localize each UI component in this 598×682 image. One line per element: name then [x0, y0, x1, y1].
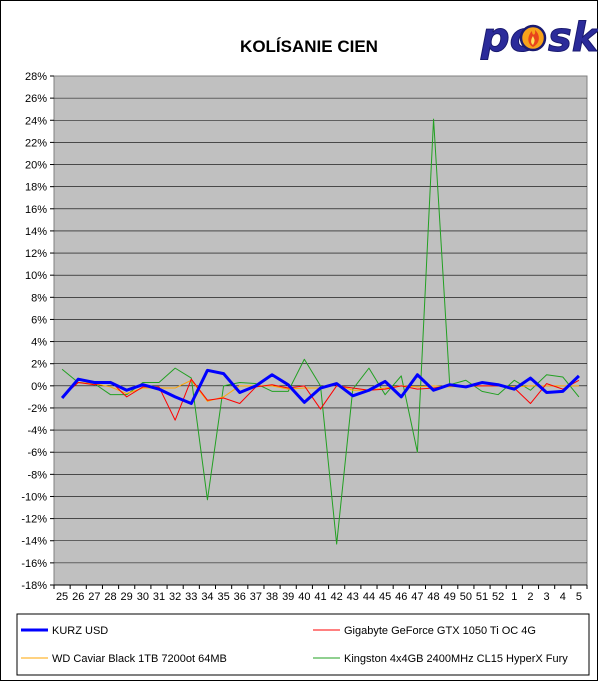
x-tick-label: 29 — [121, 591, 133, 603]
x-tick-label: 30 — [137, 591, 149, 603]
x-tick-label: 3 — [544, 591, 550, 603]
x-axis: 25 26 27 28 29 30 31 32 33 34 35 36 37 38 39 40 41 42 43 44… — [53, 584, 588, 603]
y-tick-label: 0% — [31, 381, 47, 393]
x-tick-label: 40 — [298, 591, 310, 603]
y-tick-label: 22% — [25, 137, 47, 149]
y-tick-label: -6% — [27, 447, 47, 459]
x-tick-label: 41 — [314, 591, 326, 603]
y-tick-label: 10% — [25, 270, 47, 282]
x-tick-label: 52 — [492, 591, 504, 603]
x-tick-label: 45 — [379, 591, 391, 603]
legend-label: KURZ USD — [52, 625, 108, 637]
x-tick-label: 25 — [56, 591, 68, 603]
x-tick-label: 36 — [234, 591, 246, 603]
series-line-1 — [60, 368, 580, 406]
x-tick-label: 34 — [201, 591, 213, 603]
x-tick-label: 5 — [576, 591, 582, 603]
legend-label: Gigabyte GeForce GTX 1050 Ti OC 4G — [344, 625, 536, 637]
x-tick-label: 44 — [363, 591, 375, 603]
x-tick-label: 38 — [266, 591, 278, 603]
chart-title: KOLÍSANIE CIEN — [240, 37, 378, 56]
x-tick-label: 46 — [395, 591, 407, 603]
x-tick-label: 31 — [153, 591, 165, 603]
x-tick-label: 4 — [560, 591, 566, 603]
pcosk-logo: pc sk — [480, 15, 598, 62]
y-tick-label: 26% — [25, 93, 47, 105]
x-tick-label: 42 — [331, 591, 343, 603]
y-tick-label: 18% — [25, 182, 47, 194]
x-tick-label: 1 — [511, 591, 517, 603]
series-lines — [60, 118, 580, 545]
y-tick-label: 14% — [25, 226, 47, 238]
svg-text:sk: sk — [548, 15, 598, 61]
x-tick-label: 27 — [88, 591, 100, 603]
y-tick-label: 8% — [31, 292, 47, 304]
y-axis: 28% 26% 24% 22% 20% 18% 16% 14% 12% 10% 8% 6% 4% 2% 0%… — [21, 71, 54, 592]
x-tick-label: 43 — [347, 591, 359, 603]
x-tick-label: 2 — [527, 591, 533, 603]
y-tick-label: 24% — [25, 115, 47, 127]
x-tick-label: 49 — [444, 591, 456, 603]
y-tick-label: 16% — [25, 204, 47, 216]
x-tick-label: 26 — [72, 591, 84, 603]
y-tick-label: 4% — [31, 337, 47, 349]
legend-box — [16, 613, 590, 676]
y-tick-label: -16% — [21, 558, 47, 570]
legend: KURZ USD Gigabyte GeForce GTX 1050 Ti OC … — [21, 625, 568, 665]
legend-label: Kingston 4x4GB 2400MHz CL15 HyperX Fury — [344, 653, 568, 665]
x-tick-label: 51 — [476, 591, 488, 603]
x-tick-label: 33 — [185, 591, 197, 603]
x-tick-label: 37 — [250, 591, 262, 603]
flame-icon — [519, 24, 547, 52]
x-tick-label: 50 — [460, 591, 472, 603]
x-tick-label: 32 — [169, 591, 181, 603]
x-tick-label: 39 — [282, 591, 294, 603]
x-tick-label: 47 — [411, 591, 423, 603]
y-tick-label: 12% — [25, 248, 47, 260]
y-tick-label: -8% — [27, 469, 47, 481]
x-tick-label: 48 — [427, 591, 439, 603]
x-tick-label: 28 — [104, 591, 116, 603]
plot-area — [53, 75, 588, 586]
y-tick-label: 28% — [25, 71, 47, 83]
y-tick-label: -10% — [21, 491, 47, 503]
y-tick-label: 6% — [31, 314, 47, 326]
y-tick-label: -4% — [27, 425, 47, 437]
y-tick-label: -18% — [21, 580, 47, 592]
y-tick-label: 2% — [31, 359, 47, 371]
y-tick-label: 20% — [25, 160, 47, 172]
y-tick-label: -12% — [21, 514, 47, 526]
series-line-4 — [61, 118, 580, 545]
x-tick-label: 35 — [217, 591, 229, 603]
y-tick-label: -14% — [21, 536, 47, 548]
legend-label: WD Caviar Black 1TB 7200ot 64MB — [52, 653, 227, 665]
y-tick-label: -2% — [27, 403, 47, 415]
